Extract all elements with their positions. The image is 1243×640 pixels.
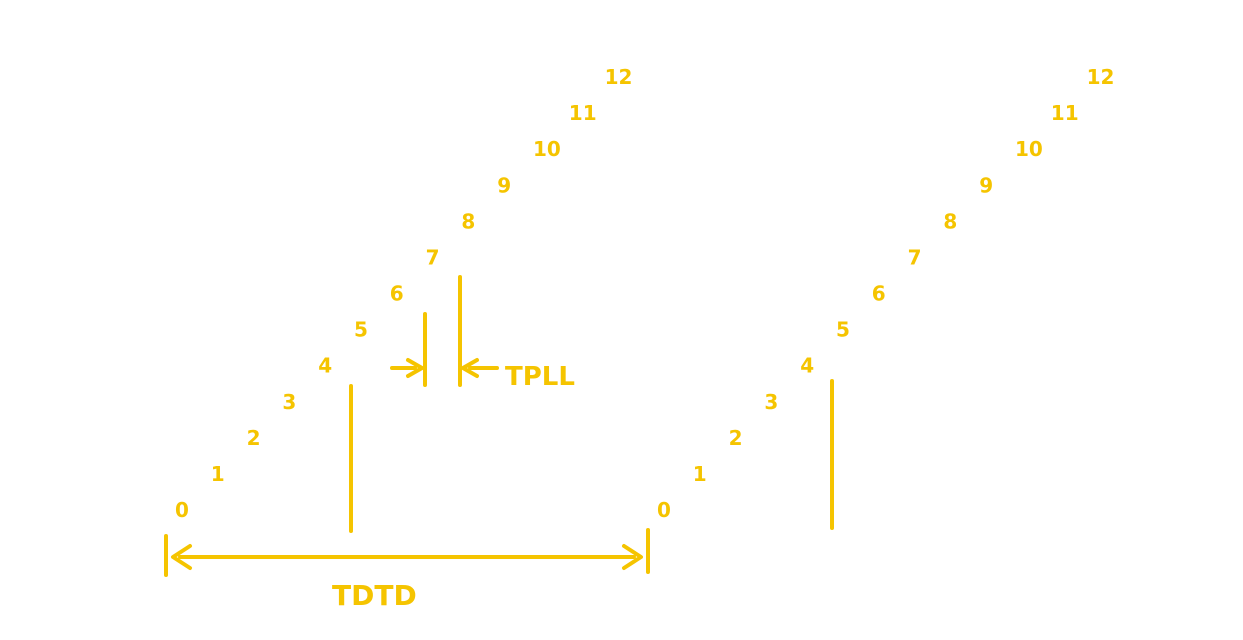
staircase-1-step-label-8: 8 [461,209,475,233]
x-axis: t [88,518,1212,610]
tdtd-annotation: TDTD [164,528,650,612]
tpll-arrow-left-icon [461,358,479,378]
y-axis-label-bottom: imcc. [26,71,85,95]
staircase-1-step-label-3: 3 [282,390,296,414]
y-axis-arrow-icon [158,20,186,57]
staircase-2-step-label-7: 7 [908,245,922,269]
staircase-2-step-label-1: 1 [693,462,707,486]
staircase-1-step-label-12: 12 [605,65,633,89]
x-axis-arrow-icon [1161,518,1202,550]
staircase-1 [191,90,637,527]
tdtd-label: TDTD [332,579,417,612]
staircase-1-step-label-9: 9 [497,173,511,197]
staircase-2-step-label-0: 0 [657,498,671,522]
staircase-1-step-label-6: 6 [390,282,404,306]
staircase-2-step-label-4: 4 [800,354,814,378]
y-axis-label-top: t max [18,31,88,56]
y-axis-label: t max imcc. [16,31,130,95]
staircase-2-step-label-10: 10 [1015,137,1043,161]
staircase-2-step-label-2: 2 [729,426,743,450]
staircase-2-step-label-5: 5 [836,318,850,342]
x-axis-label: t [1200,580,1212,610]
staircase-2-step-label-12: 12 [1087,65,1115,89]
tpll-label: TPLL [505,362,575,392]
staircase-1-step-label-1: 1 [211,462,225,486]
staircase-1-step-label-5: 5 [354,318,368,342]
staircase-1-step-label-0: 0 [175,498,189,522]
staircase-2-step-label-6: 6 [872,282,886,306]
staircase-2-step-label-9: 9 [979,173,993,197]
tdtd-arrow-right-icon [622,544,643,570]
staircase-1-step-label-11: 11 [569,101,597,125]
tpll-arrow-right-icon [406,358,424,378]
staircase-1-step-label-4: 4 [318,354,332,378]
tpll-annotation: TPLL [390,275,575,392]
sample-markers [349,379,834,533]
staircase-1-step-label-2: 2 [247,426,261,450]
staircase-1-step-label-10: 10 [533,137,561,161]
tdtd-arrow-left-icon [171,544,192,570]
staircase-2 [673,90,1119,527]
staircase-2-step-label-8: 8 [943,209,957,233]
staircase-1-step-label-7: 7 [426,245,440,269]
staircase-2-step-label-3: 3 [764,390,778,414]
staircase-2-step-label-11: 11 [1051,101,1079,125]
